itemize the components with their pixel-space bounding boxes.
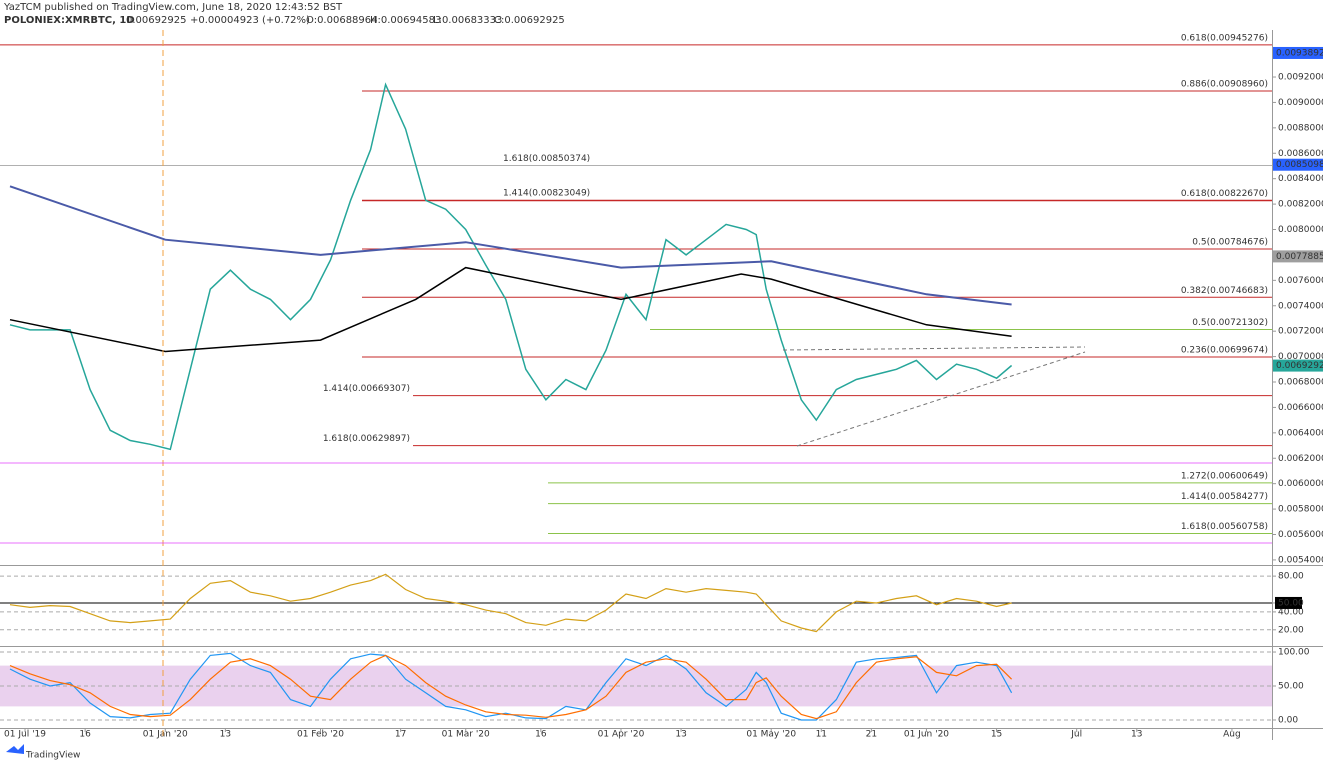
high: H:0.00694583 bbox=[370, 15, 441, 26]
triangle-lower bbox=[796, 351, 1086, 447]
series-line bbox=[9, 573, 1012, 633]
y-tick-label: 20.00 bbox=[1278, 625, 1304, 635]
series-line bbox=[9, 266, 1012, 353]
price-tag bbox=[1273, 359, 1323, 372]
fib-label: 0.618(0.00945276) bbox=[1181, 33, 1268, 43]
low: L:0.00683333 bbox=[433, 15, 502, 26]
fib-label: 0.5(0.00721302) bbox=[1192, 318, 1268, 328]
last-price: 0.00692925 bbox=[126, 15, 186, 26]
y-tick-label: 0.00600000 bbox=[1278, 479, 1323, 489]
x-tick-label: 15 bbox=[991, 730, 1002, 740]
series-line bbox=[9, 82, 1013, 451]
fib-label: 1.618(0.00629897) bbox=[323, 434, 410, 444]
x-tick-label: 01 Mar '20 bbox=[442, 730, 490, 740]
y-tick-label: 0.00720000 bbox=[1278, 327, 1323, 337]
x-tick-label: 17 bbox=[395, 730, 406, 740]
y-tick-label: 0.00860000 bbox=[1278, 149, 1323, 159]
symbol: POLONIEX:XMRBTC, 1D bbox=[4, 15, 135, 26]
y-tick-label: 0.00740000 bbox=[1278, 301, 1323, 311]
x-tick-label: 11 bbox=[816, 730, 827, 740]
fib-label: 1.414(0.00823049) bbox=[503, 189, 590, 199]
x-tick-label: 01 Jun '20 bbox=[904, 730, 949, 740]
x-tick-label: 16 bbox=[535, 730, 547, 740]
fib-label: 0.5(0.00784676) bbox=[1192, 237, 1268, 247]
y-tick-label: 0.00820000 bbox=[1278, 200, 1323, 210]
price-tag bbox=[1273, 158, 1323, 171]
y-tick-label: 50.00 bbox=[1278, 598, 1304, 608]
y-tick-label: 0.00560000 bbox=[1278, 530, 1323, 540]
y-tick-label: 0.00880000 bbox=[1278, 123, 1323, 133]
y-tick-label: 0.00920000 bbox=[1278, 73, 1323, 83]
y-tick-label: 0.00540000 bbox=[1278, 555, 1323, 565]
x-tick-label: 16 bbox=[79, 730, 91, 740]
brand-logo bbox=[6, 744, 24, 754]
price-tag bbox=[1273, 46, 1323, 59]
y-tick-label: 0.00620000 bbox=[1278, 454, 1323, 464]
y-tick-label: 0.00840000 bbox=[1278, 174, 1323, 184]
price-tag bbox=[1273, 250, 1323, 263]
close: C:0.00692925 bbox=[494, 15, 565, 26]
plot-area: 0.00540000 0.00560000 0.00580000 0.00600000… bbox=[0, 33, 1323, 740]
fib-label: 1.618(0.00560758) bbox=[1181, 522, 1268, 532]
price-tag-label: 0.00692925 bbox=[1276, 361, 1323, 371]
x-tick-label: Jul bbox=[1070, 730, 1082, 740]
y-tick-label: 80.00 bbox=[1278, 572, 1304, 582]
y-tick-label: 0.00660000 bbox=[1278, 403, 1323, 413]
triangle-upper bbox=[782, 346, 1086, 351]
y-tick-label: 0.00800000 bbox=[1278, 225, 1323, 235]
y-tick-label: 0.00 bbox=[1278, 715, 1298, 725]
y-tick-label: 50.00 bbox=[1278, 682, 1304, 692]
tick-box bbox=[1275, 596, 1302, 609]
x-tick-label: Aug bbox=[1223, 730, 1241, 740]
y-tick-label: 40.00 bbox=[1278, 607, 1304, 617]
y-tick-label: 0.00700000 bbox=[1278, 352, 1323, 362]
x-tick-label: 13 bbox=[1131, 730, 1142, 740]
open: O:0.00688964 bbox=[306, 15, 378, 26]
x-tick-label: 21 bbox=[866, 730, 877, 740]
fib-label: 1.414(0.00669307) bbox=[323, 384, 410, 394]
series-line bbox=[9, 654, 1013, 720]
price-tag-label: 0.00938924 bbox=[1276, 48, 1323, 58]
fib-label: 0.382(0.00746683) bbox=[1181, 286, 1268, 296]
y-tick-label: 100.00 bbox=[1278, 648, 1310, 658]
fib-label: 1.618(0.00850374) bbox=[503, 154, 590, 164]
x-tick-label: 01 Jul '19 bbox=[4, 730, 46, 740]
fib-label: 1.272(0.00600649) bbox=[1181, 471, 1268, 481]
y-tick-label: 0.00640000 bbox=[1278, 428, 1323, 438]
y-tick-label: 0.00760000 bbox=[1278, 276, 1323, 286]
price-tag-label: 0.00778851 bbox=[1276, 252, 1323, 262]
x-tick-label: 01 Feb '20 bbox=[297, 730, 344, 740]
y-tick-label: 0.00900000 bbox=[1278, 98, 1323, 108]
x-tick-label: 13 bbox=[220, 730, 231, 740]
brand: TradingView bbox=[25, 751, 80, 761]
x-tick-label: 13 bbox=[675, 730, 686, 740]
fib-label: 0.236(0.00699674) bbox=[1181, 346, 1268, 356]
series-line bbox=[9, 652, 1013, 721]
y-tick-label: 0.00580000 bbox=[1278, 505, 1323, 515]
fib-label: 1.414(0.00584277) bbox=[1181, 492, 1268, 502]
y-tick-label: 0.00680000 bbox=[1278, 378, 1323, 388]
fib-label: 0.886(0.00908960) bbox=[1181, 80, 1268, 90]
fib-label: 0.618(0.00822670) bbox=[1181, 189, 1268, 199]
price-tag-label: 0.00850986 bbox=[1276, 160, 1323, 170]
x-tick-label: 01 May '20 bbox=[746, 730, 796, 740]
published-line: YazTCM published on TradingView.com, Jun… bbox=[3, 2, 343, 13]
change: +0.00004923 (+0.72%) bbox=[190, 15, 310, 26]
x-tick-label: 01 Jan '20 bbox=[143, 730, 188, 740]
series-line bbox=[9, 185, 1012, 306]
x-tick-label: 01 Apr '20 bbox=[598, 730, 645, 740]
